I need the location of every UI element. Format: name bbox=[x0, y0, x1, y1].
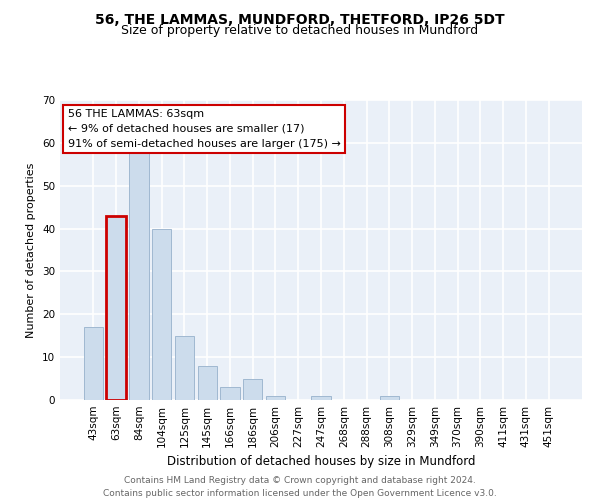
Bar bbox=[84, 327, 103, 400]
Bar bbox=[152, 228, 172, 400]
Y-axis label: Number of detached properties: Number of detached properties bbox=[26, 162, 37, 338]
Text: 56 THE LAMMAS: 63sqm
← 9% of detached houses are smaller (17)
91% of semi-detach: 56 THE LAMMAS: 63sqm ← 9% of detached ho… bbox=[68, 109, 341, 148]
Text: 56, THE LAMMAS, MUNDFORD, THETFORD, IP26 5DT: 56, THE LAMMAS, MUNDFORD, THETFORD, IP26… bbox=[95, 12, 505, 26]
Bar bbox=[197, 366, 217, 400]
Bar bbox=[380, 396, 399, 400]
Bar bbox=[106, 216, 126, 400]
X-axis label: Distribution of detached houses by size in Mundford: Distribution of detached houses by size … bbox=[167, 456, 475, 468]
Bar bbox=[311, 396, 331, 400]
Bar bbox=[220, 387, 239, 400]
Bar bbox=[243, 378, 262, 400]
Text: Contains HM Land Registry data © Crown copyright and database right 2024.
Contai: Contains HM Land Registry data © Crown c… bbox=[103, 476, 497, 498]
Bar bbox=[129, 147, 149, 400]
Bar bbox=[175, 336, 194, 400]
Bar bbox=[266, 396, 285, 400]
Text: Size of property relative to detached houses in Mundford: Size of property relative to detached ho… bbox=[121, 24, 479, 37]
